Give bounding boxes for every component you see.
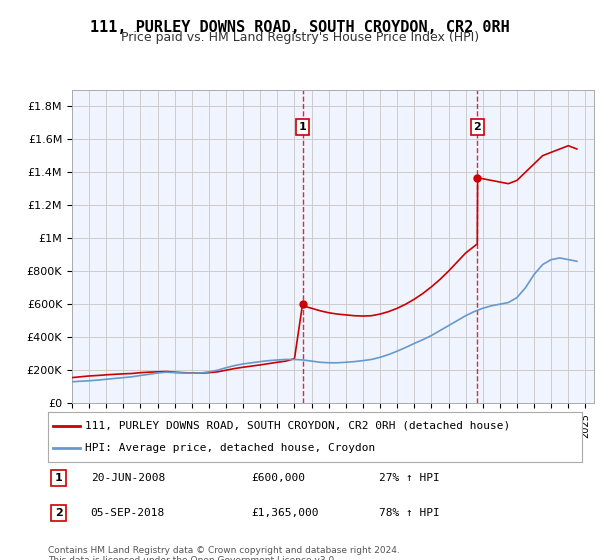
- Text: 05-SEP-2018: 05-SEP-2018: [91, 508, 165, 518]
- Text: HPI: Average price, detached house, Croydon: HPI: Average price, detached house, Croy…: [85, 443, 376, 453]
- Text: 2: 2: [55, 508, 62, 518]
- Text: £1,365,000: £1,365,000: [251, 508, 319, 518]
- Text: 111, PURLEY DOWNS ROAD, SOUTH CROYDON, CR2 0RH (detached house): 111, PURLEY DOWNS ROAD, SOUTH CROYDON, C…: [85, 421, 511, 431]
- Text: £600,000: £600,000: [251, 473, 305, 483]
- Text: Price paid vs. HM Land Registry's House Price Index (HPI): Price paid vs. HM Land Registry's House …: [121, 31, 479, 44]
- Text: 111, PURLEY DOWNS ROAD, SOUTH CROYDON, CR2 0RH: 111, PURLEY DOWNS ROAD, SOUTH CROYDON, C…: [90, 20, 510, 35]
- Text: 2: 2: [473, 122, 481, 132]
- Text: 78% ↑ HPI: 78% ↑ HPI: [379, 508, 440, 518]
- Text: 1: 1: [55, 473, 62, 483]
- Text: 27% ↑ HPI: 27% ↑ HPI: [379, 473, 440, 483]
- Text: Contains HM Land Registry data © Crown copyright and database right 2024.
This d: Contains HM Land Registry data © Crown c…: [48, 546, 400, 560]
- Text: 20-JUN-2008: 20-JUN-2008: [91, 473, 165, 483]
- Text: 1: 1: [299, 122, 307, 132]
